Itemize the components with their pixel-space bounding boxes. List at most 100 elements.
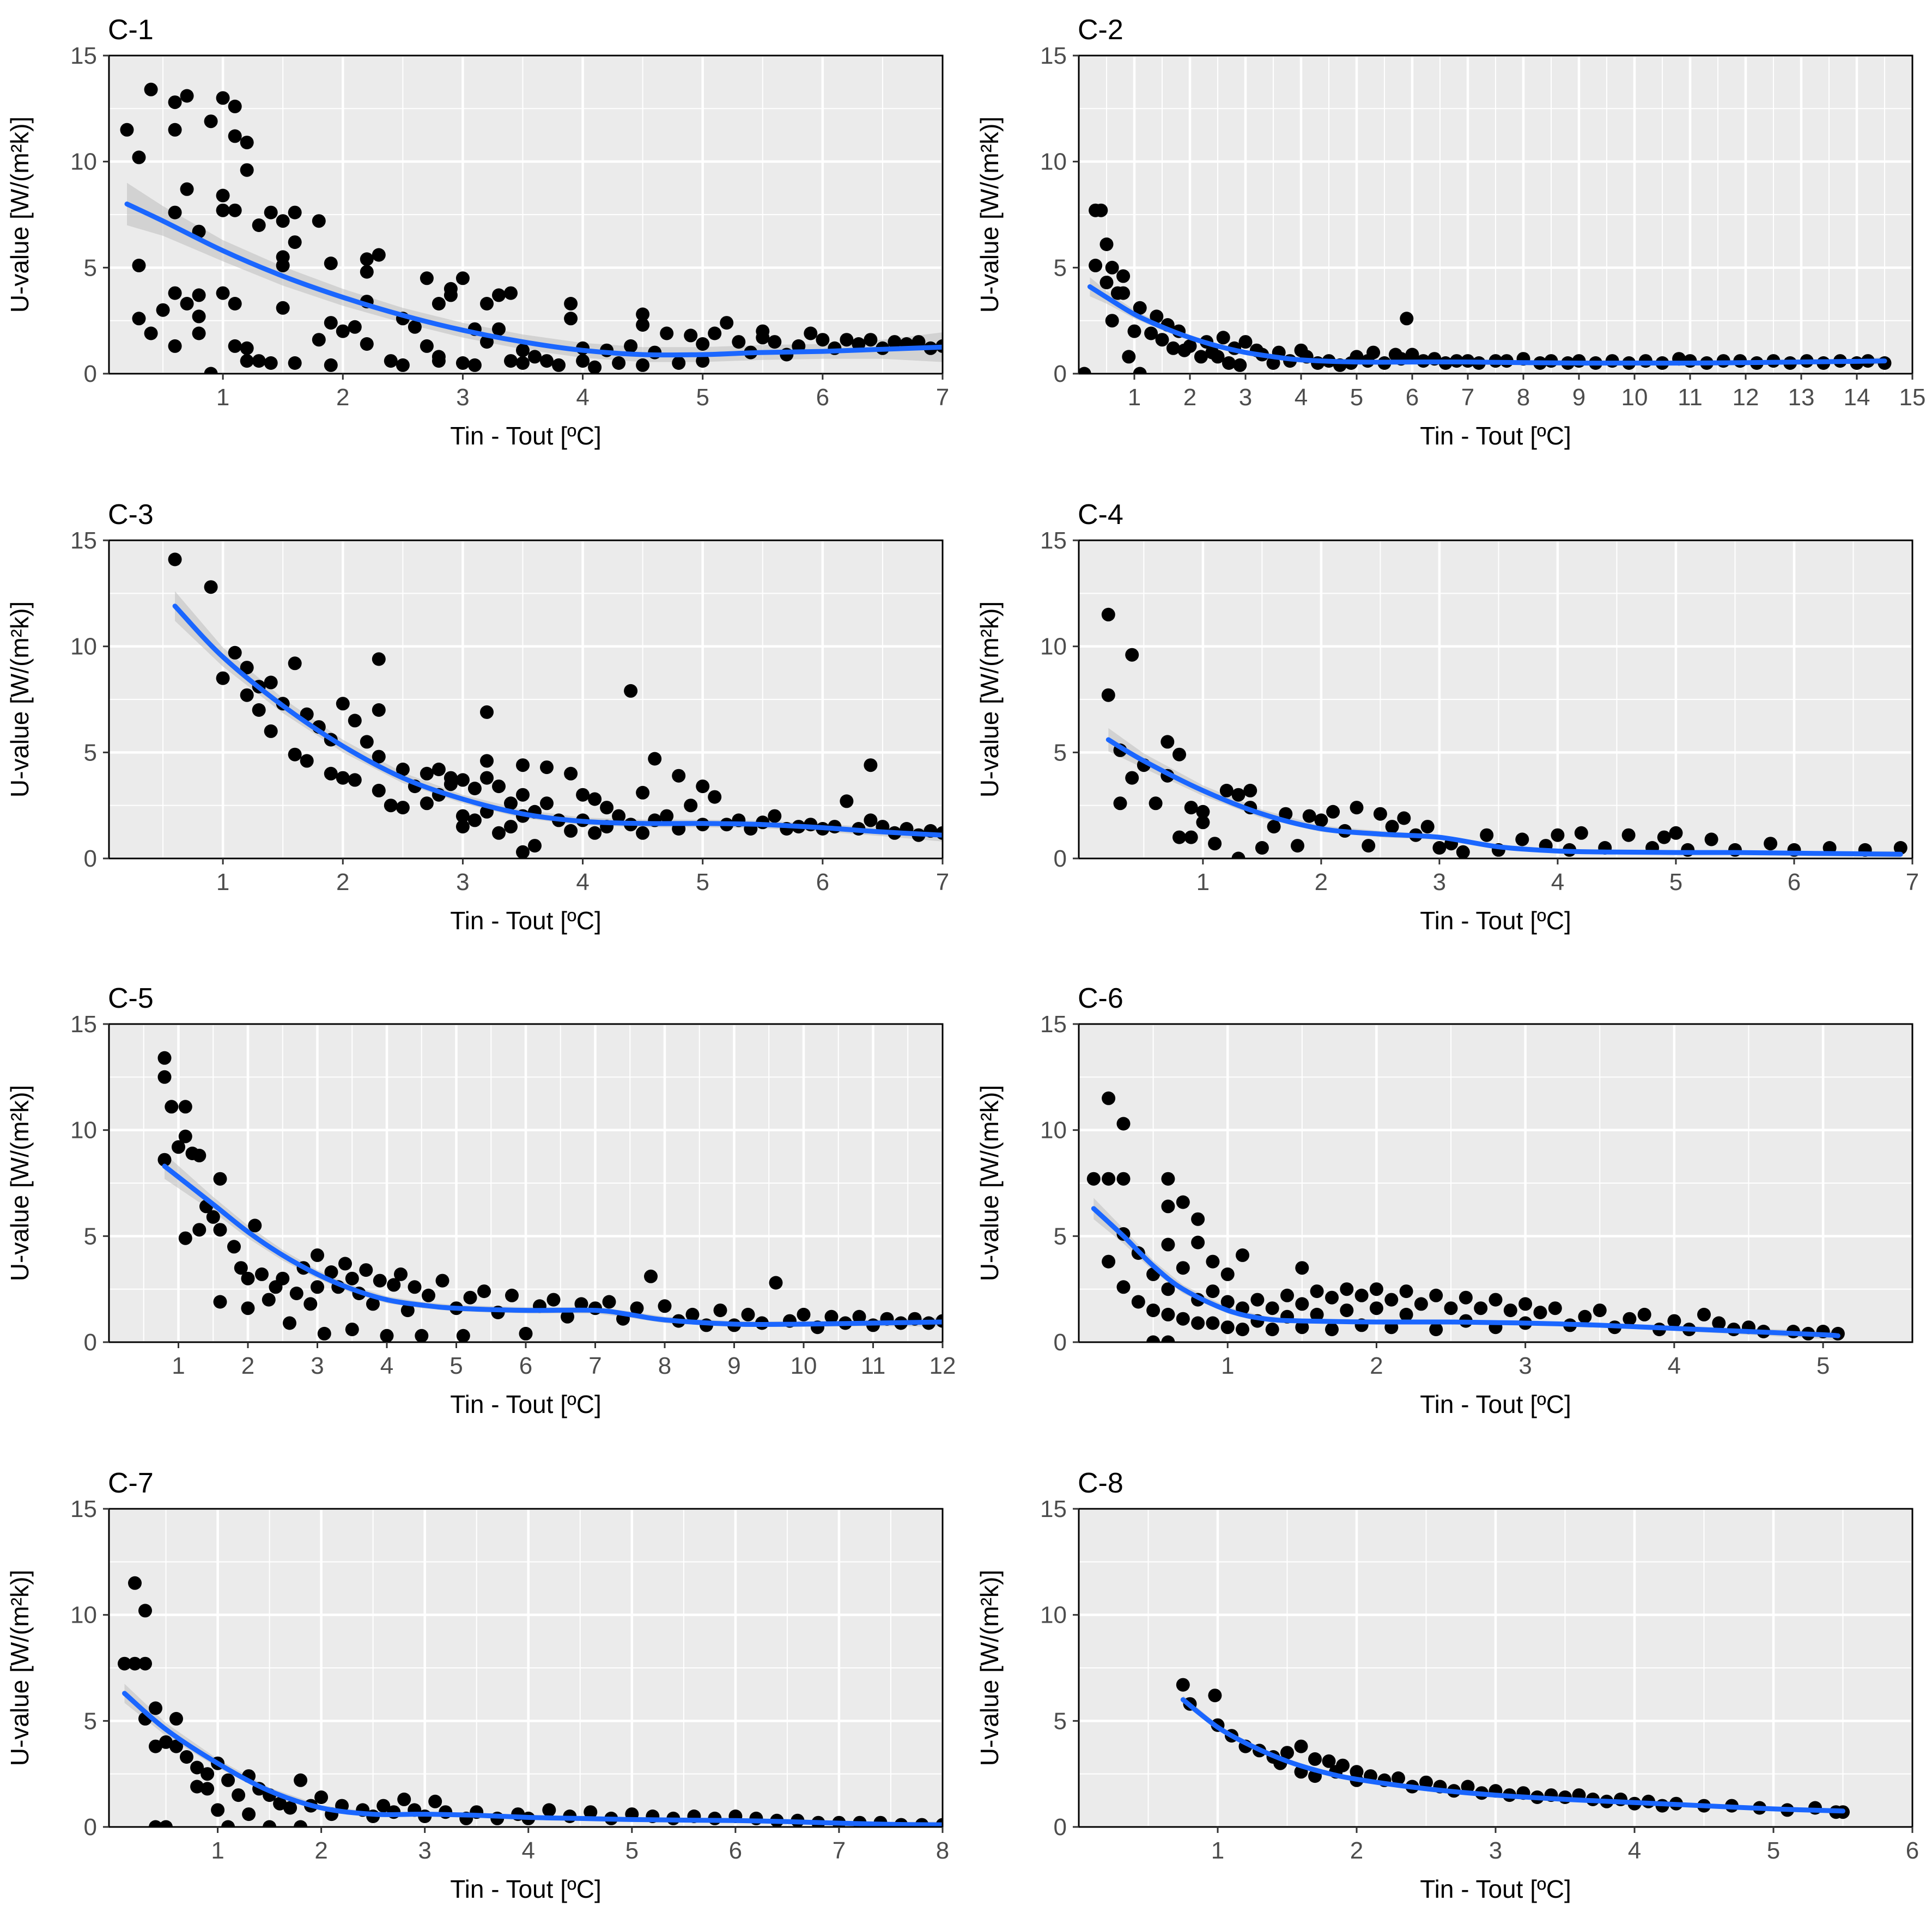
data-point [584, 1805, 598, 1819]
data-point [263, 1820, 277, 1827]
data-point [1206, 1284, 1220, 1299]
data-point [1623, 1312, 1637, 1326]
data-point [240, 163, 254, 177]
data-point [397, 1792, 411, 1806]
data-point [420, 271, 434, 285]
data-point [1354, 1288, 1369, 1302]
data-point [190, 1760, 204, 1775]
x-axis-title: Tin - Tout [ºC] [1420, 1390, 1571, 1418]
data-point [720, 316, 734, 330]
data-point [888, 335, 902, 349]
data-point [372, 248, 386, 262]
data-point [552, 358, 566, 372]
data-point [288, 356, 302, 370]
y-tick-label: 15 [70, 1011, 97, 1038]
x-tick-label: 6 [816, 869, 829, 895]
data-point [372, 652, 386, 666]
y-tick-label: 0 [1054, 361, 1067, 387]
data-point [684, 328, 698, 343]
data-point [864, 333, 878, 347]
data-point [1116, 286, 1131, 300]
data-point [1414, 1297, 1428, 1311]
y-axis-title: U-value [W/(m²k)] [5, 117, 34, 313]
data-point [1310, 1307, 1324, 1321]
data-point [516, 356, 530, 370]
data-point [864, 758, 878, 772]
x-tick-label: 6 [1788, 869, 1801, 895]
fit-line [1087, 284, 1887, 366]
y-tick-label: 15 [70, 527, 97, 554]
data-point [1310, 1284, 1324, 1299]
data-point [420, 796, 434, 811]
data-point [376, 1799, 391, 1813]
y-tick-label: 0 [84, 1329, 97, 1356]
data-point [1302, 809, 1316, 823]
data-point [118, 1656, 131, 1671]
data-point [1161, 1282, 1175, 1296]
y-tick-label: 15 [1040, 527, 1067, 554]
data-point [1369, 1282, 1383, 1296]
y-axis-title: U-value [W/(m²k)] [975, 117, 1004, 313]
data-point [252, 354, 266, 368]
x-tick-label: 1 [216, 384, 229, 411]
data-point [192, 288, 206, 302]
data-point [1116, 1117, 1131, 1131]
data-point [1578, 1309, 1592, 1324]
data-point [1191, 1316, 1205, 1330]
data-point [768, 335, 782, 349]
data-point [178, 1100, 192, 1114]
data-point [372, 750, 386, 764]
data-point [1432, 841, 1447, 855]
x-tick-label: 5 [696, 384, 709, 411]
data-point [300, 754, 314, 768]
data-point [432, 763, 446, 776]
data-point [241, 1271, 255, 1286]
data-point [132, 312, 146, 326]
data-point [756, 324, 770, 338]
data-point [1219, 783, 1234, 797]
data-point [636, 307, 650, 321]
x-axis-title: Tin - Tout [ºC] [450, 906, 602, 935]
data-point [816, 333, 830, 347]
data-point [1518, 1297, 1533, 1311]
data-point [1392, 1771, 1405, 1785]
y-tick-label: 10 [70, 1602, 97, 1629]
y-tick-label: 5 [1054, 254, 1067, 281]
data-point [455, 773, 470, 787]
data-point [228, 129, 242, 143]
data-point [672, 769, 686, 783]
data-point [1621, 828, 1636, 842]
data-point [192, 1148, 206, 1162]
data-point [192, 309, 206, 324]
x-tick-label: 6 [729, 1837, 742, 1864]
data-point [240, 136, 254, 150]
data-point [408, 320, 422, 334]
data-point [455, 809, 470, 823]
data-point [672, 356, 686, 370]
data-point [1208, 1689, 1222, 1703]
data-point [336, 697, 350, 711]
x-tick-label: 1 [211, 1837, 224, 1864]
x-tick-label: 2 [314, 1837, 327, 1864]
data-point [540, 760, 554, 775]
data-point [1362, 839, 1376, 853]
data-point [1238, 335, 1253, 349]
data-point [1474, 1301, 1488, 1315]
y-tick-label: 5 [1054, 1223, 1067, 1250]
data-point [1350, 801, 1364, 815]
data-point [348, 714, 362, 728]
data-point [576, 354, 590, 368]
data-point [1122, 350, 1136, 364]
data-point [1231, 788, 1246, 802]
data-point [132, 150, 146, 165]
data-point [1697, 1307, 1711, 1321]
data-point [1295, 1320, 1309, 1335]
x-axis-title: Tin - Tout [ºC] [1420, 422, 1571, 450]
data-point [1206, 1254, 1220, 1269]
x-tick-label: 9 [1572, 384, 1585, 411]
data-point [422, 1288, 435, 1302]
panel-title: C-3 [108, 499, 154, 531]
data-point [612, 356, 626, 370]
